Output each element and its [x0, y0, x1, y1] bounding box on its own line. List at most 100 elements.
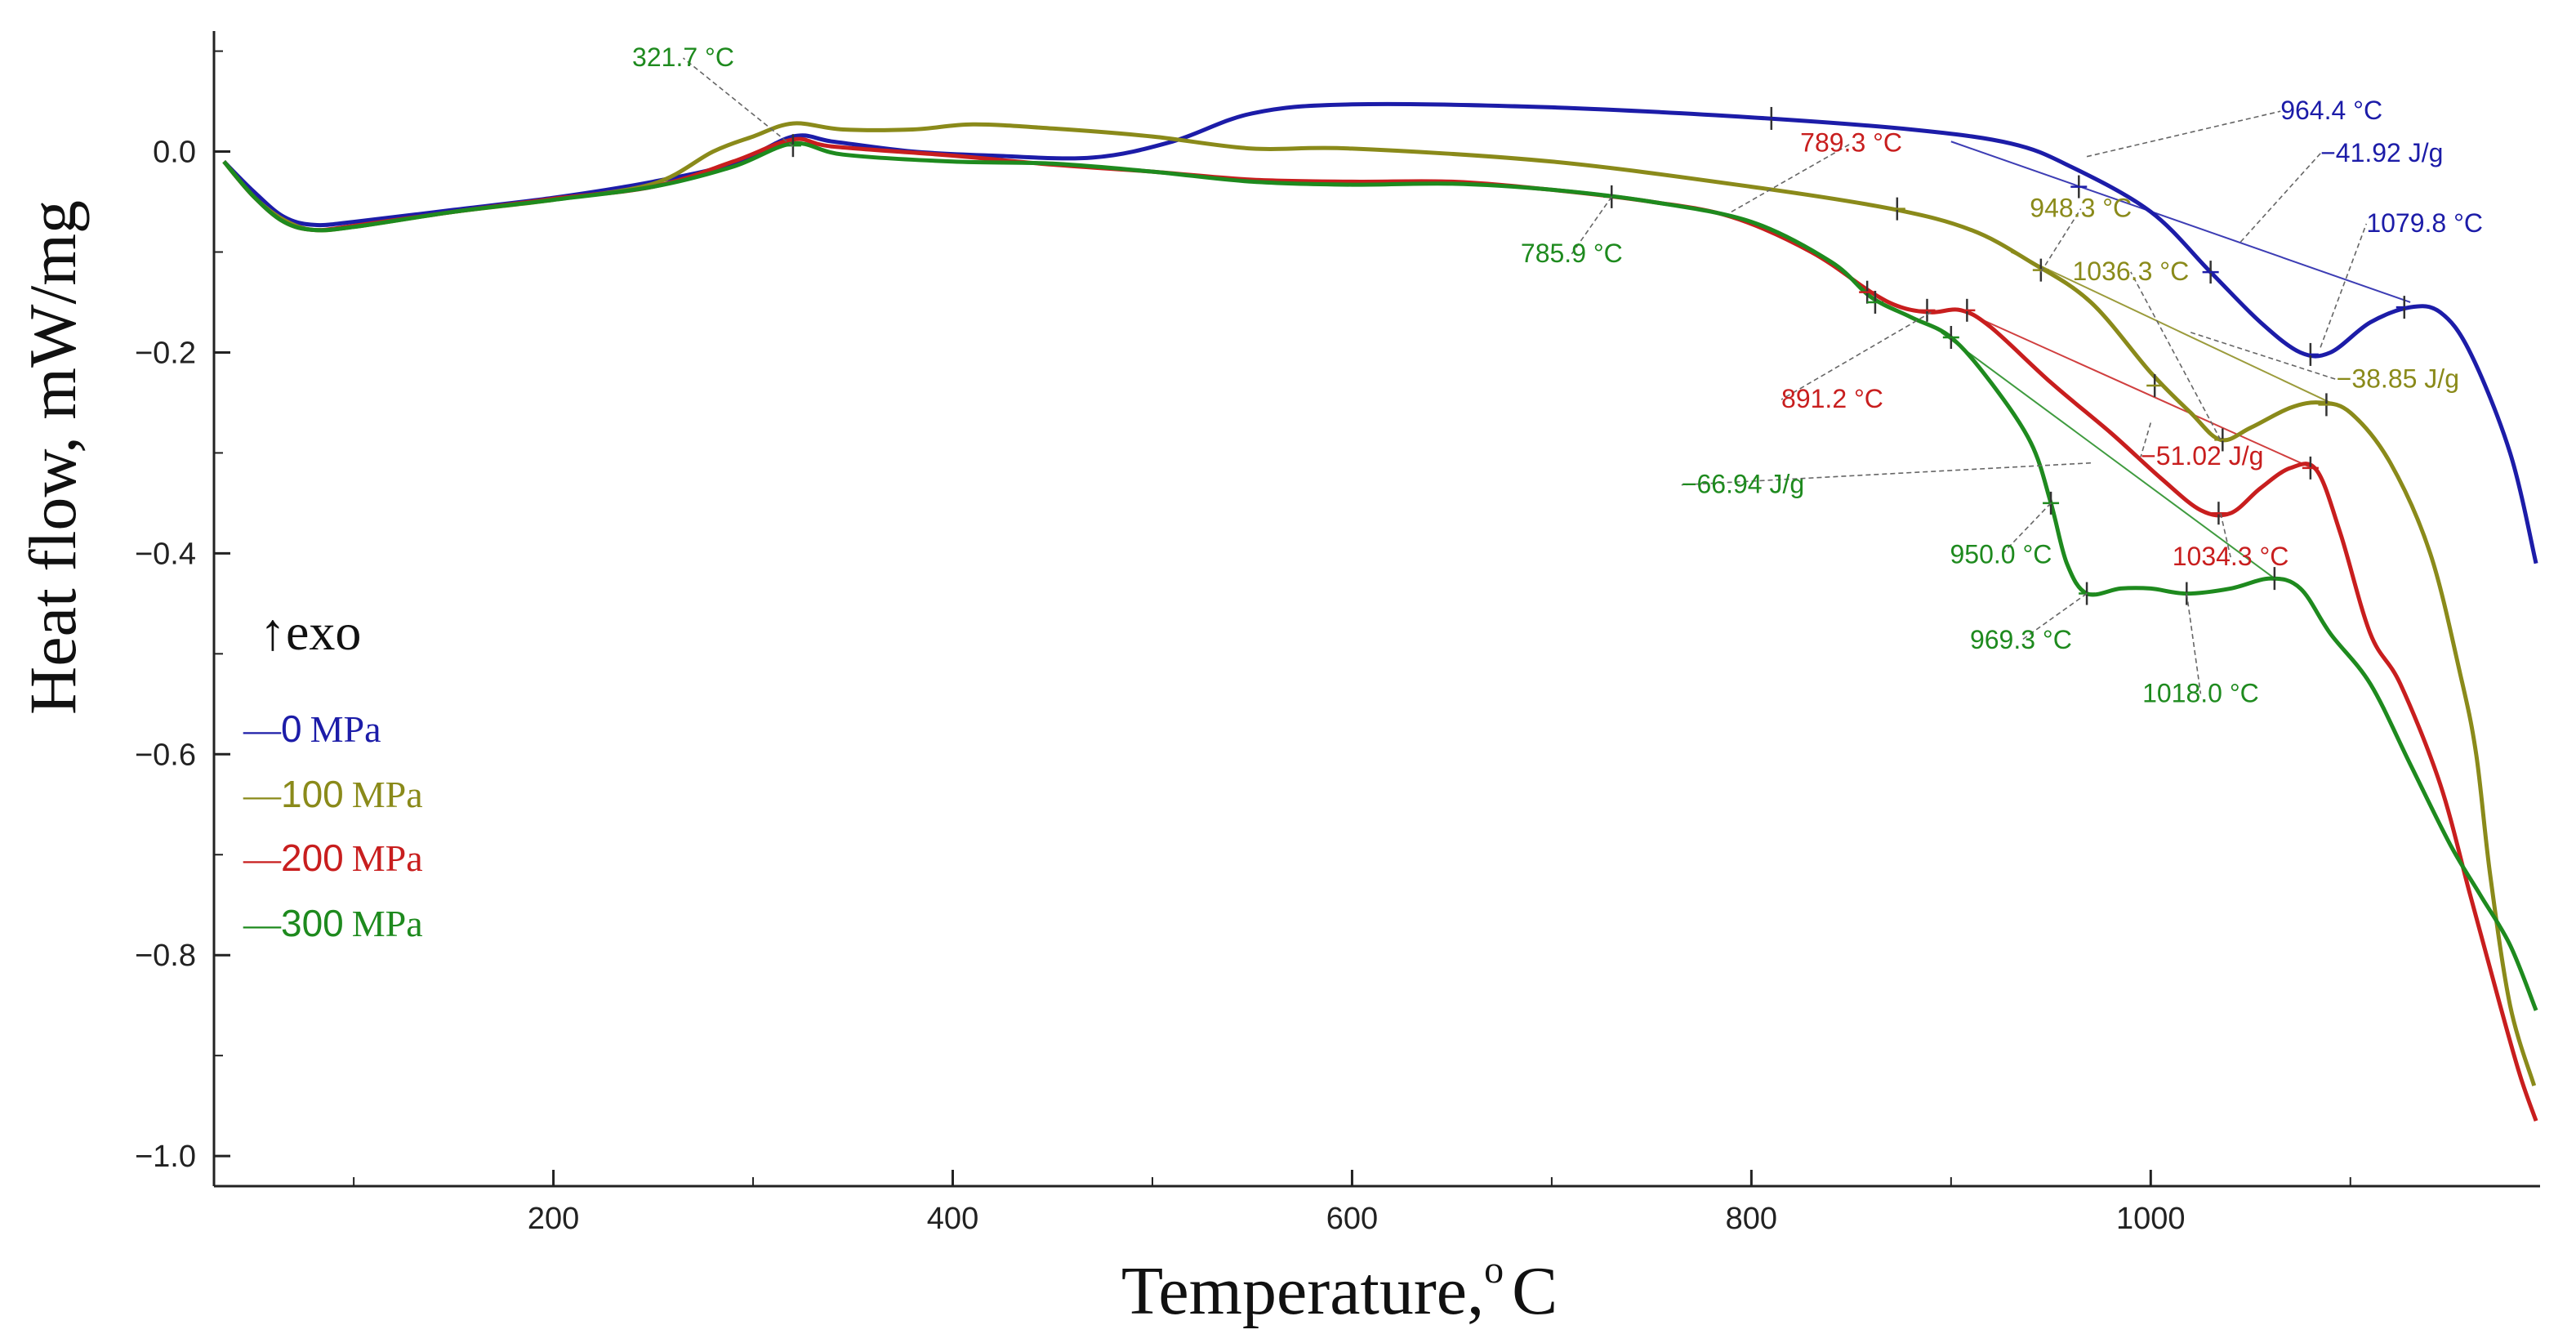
x-axis-title: Temperature,o C — [1121, 1248, 1558, 1329]
annotation-label: 950.0 °C — [1950, 540, 2052, 569]
annotation-label: 1036.3 °C — [2073, 257, 2190, 286]
point-marker — [1959, 298, 1976, 322]
onset-markers — [784, 106, 2413, 605]
annotation-label: 1018.0 °C — [2142, 678, 2259, 707]
point-marker — [1942, 326, 1959, 350]
legend-dash: — — [243, 708, 282, 750]
annotation-label: 321.7 °C — [632, 42, 734, 72]
y-ticks: 0.0 −0.2 −0.4 −0.6 −0.8 −1.0 — [135, 50, 230, 1174]
series-line-200-mpa — [222, 136, 2538, 1122]
legend-dash: — — [243, 837, 282, 879]
y-tick-label: −0.4 — [135, 537, 196, 571]
annotation-label: 785.9 °C — [1521, 239, 1623, 268]
annotation-leader — [2190, 332, 2337, 381]
x-tick-label: 200 — [528, 1202, 579, 1236]
annotation-leader — [1731, 142, 1852, 213]
annotation-label: 891.2 °C — [1781, 384, 1883, 413]
series-lines — [222, 101, 2538, 1122]
point-marker — [2210, 502, 2227, 525]
point-marker — [2070, 175, 2088, 199]
annotation-leader — [1681, 462, 2091, 486]
annotation-leader — [2000, 502, 2052, 556]
point-marker — [2302, 342, 2319, 366]
annotation-leader — [2186, 593, 2202, 694]
point-marker — [1919, 298, 1936, 322]
legend-label: —200 MPa — [243, 837, 423, 879]
y-axis-title: Heat flow, mW/mg — [16, 200, 90, 715]
x-axis-title-main: Temperature, — [1121, 1253, 1484, 1329]
annotation-label: −51.02 J/g — [2141, 441, 2263, 471]
annotation-leader — [2040, 208, 2082, 273]
point-marker — [2266, 567, 2283, 591]
tangent-line — [1950, 141, 2411, 303]
annotation-leader — [682, 57, 794, 148]
annotation-leader — [2140, 422, 2152, 457]
legend-unit: MPa — [352, 903, 423, 944]
series-line-300-mpa — [222, 141, 2538, 1011]
legend-unit: MPa — [352, 774, 423, 815]
y-tick-label: 0.0 — [153, 136, 196, 170]
legend-num: 300 — [281, 902, 344, 944]
y-tick-label: −0.6 — [135, 738, 196, 772]
legend-label: —0 MPa — [243, 707, 381, 750]
legend: —0 MPa—100 MPa—200 MPa—300 MPa — [243, 707, 423, 944]
legend-entry: —300 MPa — [243, 902, 423, 944]
point-marker — [2146, 374, 2164, 398]
x-axis-title-unit: C — [1512, 1253, 1558, 1329]
point-marker — [2032, 258, 2049, 282]
annotation-leader — [2320, 223, 2368, 348]
x-tick-label: 800 — [1726, 1202, 1777, 1236]
series-line-0-mpa — [222, 101, 2538, 564]
y-tick-label: −0.2 — [135, 336, 196, 370]
annotation-label: 948.3 °C — [2030, 193, 2132, 222]
point-marker — [784, 134, 801, 158]
legend-label: —300 MPa — [243, 902, 423, 944]
annotation-label: −41.92 J/g — [2320, 138, 2443, 167]
annotation-label: −66.94 J/g — [1682, 470, 1804, 499]
annotation-leader — [2086, 110, 2281, 158]
annotation-leader — [2020, 592, 2088, 641]
point-marker — [1888, 197, 1905, 221]
legend-unit: MPa — [352, 837, 423, 879]
point-marker — [1859, 280, 1876, 304]
legend-dash: — — [243, 774, 282, 815]
legend-entry: —200 MPa — [243, 837, 423, 879]
legend-num: 200 — [281, 837, 344, 879]
x-axis-title-degree: o — [1484, 1248, 1504, 1292]
annotation-label: 1034.3 °C — [2173, 542, 2289, 571]
x-tick-label: 1000 — [2116, 1202, 2186, 1236]
tangent-lines — [1941, 141, 2411, 579]
tangent-line — [1941, 332, 2275, 579]
x-ticks: 200 400 600 800 1000 — [353, 1170, 2351, 1236]
point-marker — [2202, 261, 2219, 284]
annotation-leader — [2130, 271, 2222, 440]
point-marker — [2214, 428, 2231, 452]
x-tick-label: 600 — [1326, 1202, 1378, 1236]
point-marker — [2318, 393, 2335, 417]
y-tick-label: −0.8 — [135, 939, 196, 973]
y-tick-label: −1.0 — [135, 1140, 196, 1174]
axes — [212, 31, 2540, 1188]
annotation-label: 1079.8 °C — [2366, 208, 2483, 238]
legend-entry: —0 MPa — [243, 707, 381, 750]
point-marker — [2302, 456, 2319, 480]
legend-entry: —100 MPa — [243, 773, 423, 815]
annotation-leader — [2240, 153, 2321, 243]
annotation-label: −38.85 J/g — [2337, 364, 2459, 393]
legend-num: 100 — [281, 773, 344, 815]
point-marker — [1763, 106, 1780, 130]
tangent-line — [2010, 251, 2331, 404]
annotation-leader — [1571, 196, 1612, 255]
peak-annotations: 321.7 °C 964.4 °C −41.92 J/g 1079.8 °C 789.3… — [632, 42, 2483, 707]
exo-indicator: ↑exo — [260, 603, 361, 661]
annotation-label: 789.3 °C — [1800, 128, 1902, 158]
point-marker — [1866, 290, 1883, 314]
annotation-label: 969.3 °C — [1970, 625, 2072, 654]
legend-num: 0 — [281, 707, 302, 750]
legend-dash: — — [243, 903, 282, 944]
annotation-leader — [1780, 311, 1932, 400]
legend-unit: MPa — [310, 708, 381, 750]
annotation-label: 964.4 °C — [2280, 96, 2382, 125]
point-marker — [2396, 296, 2413, 319]
